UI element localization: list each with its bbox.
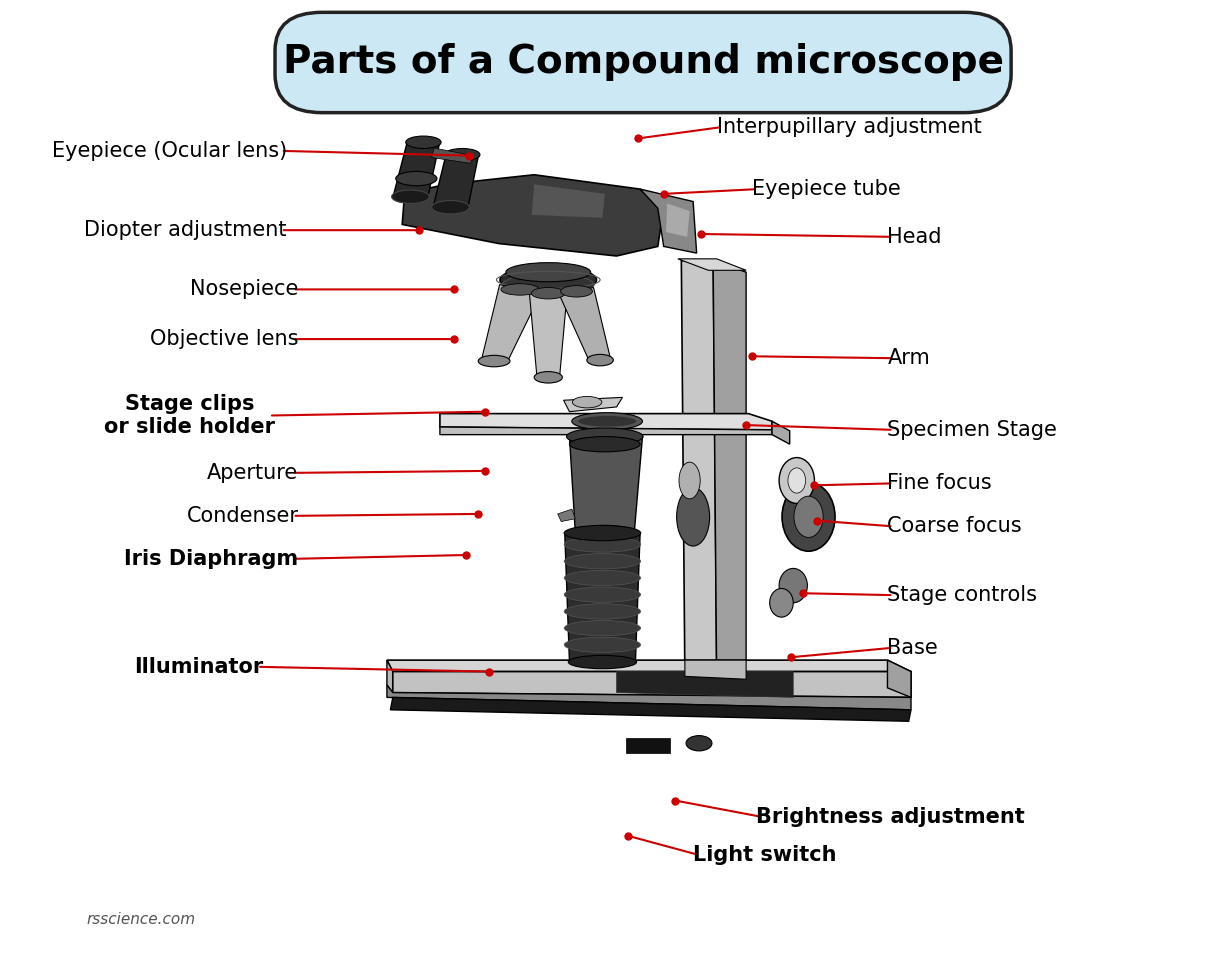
- Polygon shape: [393, 141, 440, 198]
- Ellipse shape: [578, 415, 637, 427]
- Ellipse shape: [780, 457, 815, 504]
- Text: Condenser: Condenser: [187, 505, 299, 526]
- Ellipse shape: [566, 428, 643, 445]
- Ellipse shape: [677, 487, 710, 546]
- Polygon shape: [393, 672, 911, 698]
- Polygon shape: [565, 533, 640, 662]
- Ellipse shape: [770, 588, 793, 617]
- Ellipse shape: [406, 136, 442, 149]
- Text: rsscience.com: rsscience.com: [87, 912, 195, 926]
- Polygon shape: [433, 154, 478, 209]
- Ellipse shape: [564, 570, 640, 585]
- Ellipse shape: [534, 372, 562, 383]
- Polygon shape: [390, 698, 911, 722]
- Ellipse shape: [564, 604, 640, 619]
- Ellipse shape: [572, 412, 643, 430]
- Polygon shape: [560, 287, 610, 362]
- Ellipse shape: [432, 201, 470, 214]
- Ellipse shape: [392, 190, 429, 204]
- Ellipse shape: [564, 621, 640, 636]
- Polygon shape: [714, 260, 747, 679]
- Ellipse shape: [680, 462, 700, 499]
- Text: Eyepiece (Ocular lens): Eyepiece (Ocular lens): [51, 141, 287, 160]
- Text: Eyepiece tube: Eyepiece tube: [752, 179, 900, 199]
- Polygon shape: [887, 660, 911, 698]
- Text: Aperture: Aperture: [207, 463, 299, 482]
- Text: Light switch: Light switch: [693, 845, 837, 865]
- Ellipse shape: [572, 397, 601, 407]
- Text: Arm: Arm: [887, 348, 930, 368]
- Ellipse shape: [569, 655, 637, 669]
- Polygon shape: [640, 189, 697, 253]
- Ellipse shape: [478, 356, 510, 367]
- Ellipse shape: [564, 537, 640, 553]
- Ellipse shape: [587, 355, 614, 366]
- Polygon shape: [387, 660, 393, 693]
- Ellipse shape: [788, 468, 805, 493]
- Text: Illuminator: Illuminator: [134, 656, 264, 677]
- Ellipse shape: [561, 285, 593, 297]
- Polygon shape: [440, 413, 772, 430]
- Ellipse shape: [503, 274, 594, 295]
- Polygon shape: [772, 421, 789, 444]
- Ellipse shape: [686, 735, 712, 751]
- Text: Diopter adjustment: Diopter adjustment: [84, 220, 287, 240]
- Ellipse shape: [444, 149, 479, 160]
- Text: Specimen Stage: Specimen Stage: [887, 420, 1058, 440]
- Polygon shape: [684, 660, 747, 679]
- Text: Base: Base: [887, 638, 938, 657]
- Text: Interpupillary adjustment: Interpupillary adjustment: [716, 117, 981, 137]
- Polygon shape: [532, 185, 605, 218]
- Polygon shape: [570, 436, 643, 533]
- Ellipse shape: [531, 287, 565, 299]
- Polygon shape: [529, 293, 567, 378]
- Text: Fine focus: Fine focus: [887, 474, 992, 493]
- Ellipse shape: [794, 496, 824, 537]
- FancyBboxPatch shape: [274, 12, 1011, 112]
- Ellipse shape: [500, 266, 597, 293]
- Polygon shape: [432, 148, 473, 163]
- Text: Stage clips
or slide holder: Stage clips or slide holder: [104, 394, 274, 437]
- Ellipse shape: [564, 526, 640, 541]
- Polygon shape: [626, 738, 670, 752]
- Polygon shape: [482, 284, 540, 364]
- Ellipse shape: [395, 171, 437, 185]
- Ellipse shape: [564, 637, 640, 653]
- Text: Head: Head: [887, 227, 942, 247]
- Ellipse shape: [501, 283, 539, 295]
- Polygon shape: [666, 204, 689, 236]
- Polygon shape: [564, 398, 622, 411]
- Polygon shape: [558, 509, 576, 522]
- Ellipse shape: [564, 554, 640, 569]
- Polygon shape: [440, 427, 772, 434]
- Text: Iris Diaphragm: Iris Diaphragm: [124, 549, 299, 569]
- Polygon shape: [678, 259, 747, 270]
- Ellipse shape: [573, 526, 636, 541]
- Polygon shape: [681, 260, 716, 677]
- Text: Stage controls: Stage controls: [887, 585, 1037, 605]
- Polygon shape: [403, 175, 664, 256]
- Ellipse shape: [780, 568, 808, 603]
- Polygon shape: [387, 660, 911, 672]
- Ellipse shape: [506, 262, 590, 282]
- Text: Nosepiece: Nosepiece: [190, 280, 299, 300]
- Text: Objective lens: Objective lens: [150, 329, 299, 349]
- Ellipse shape: [782, 482, 834, 552]
- Text: Brightness adjustment: Brightness adjustment: [755, 807, 1025, 826]
- Text: Coarse focus: Coarse focus: [887, 516, 1022, 536]
- Ellipse shape: [564, 587, 640, 603]
- Text: Parts of a Compound microscope: Parts of a Compound microscope: [283, 43, 1004, 81]
- Ellipse shape: [570, 436, 640, 452]
- Polygon shape: [387, 685, 911, 710]
- Polygon shape: [616, 672, 793, 698]
